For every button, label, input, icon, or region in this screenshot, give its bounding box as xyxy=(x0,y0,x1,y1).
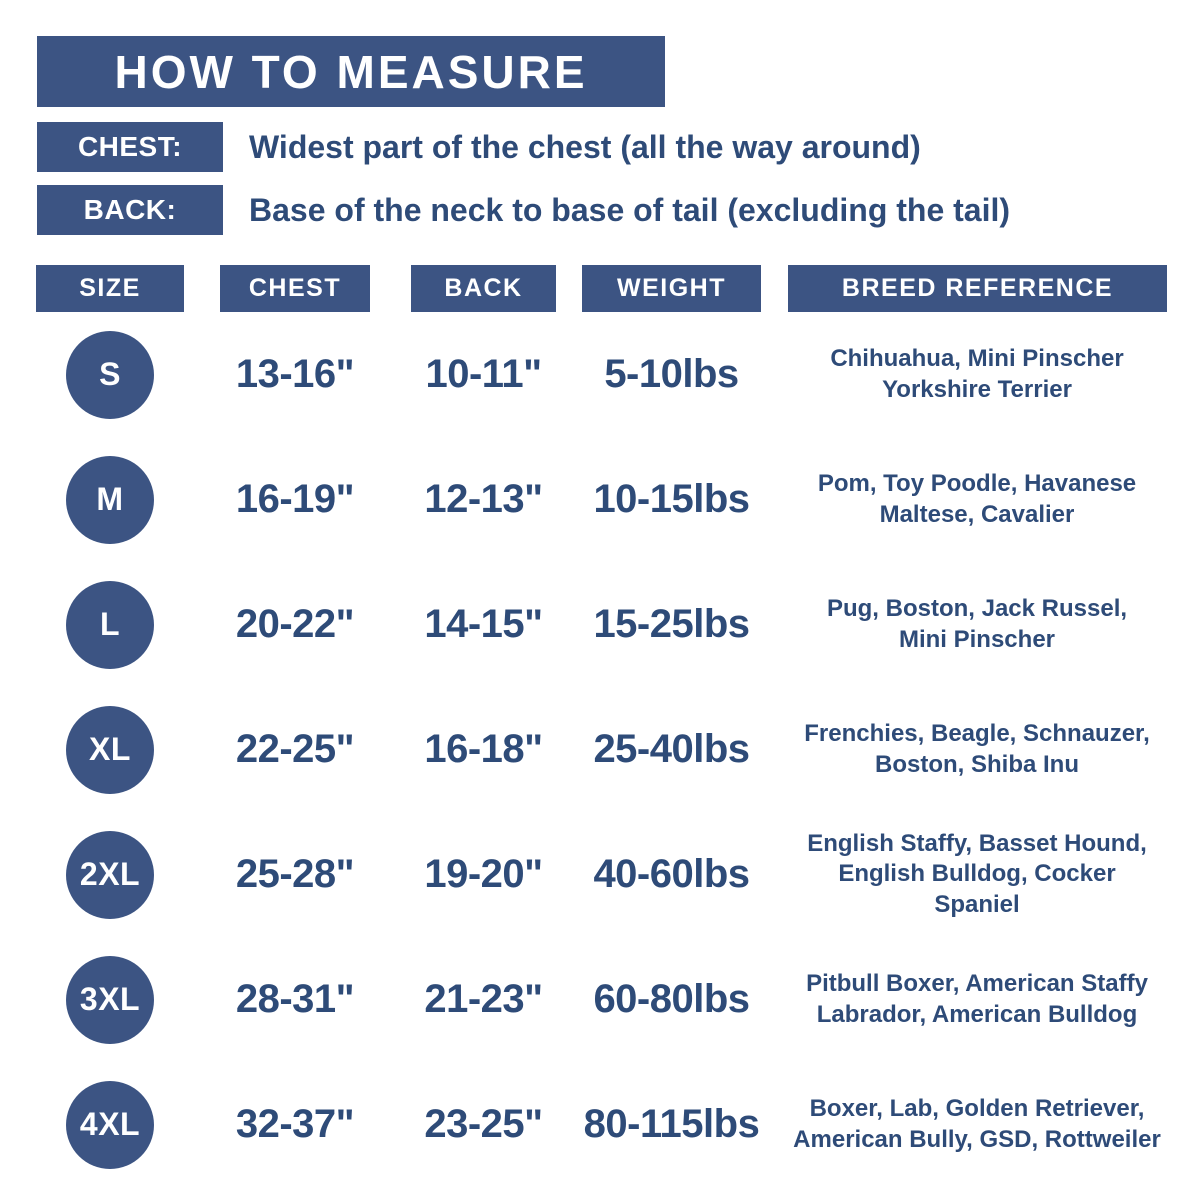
title-banner: HOW TO MEASURE xyxy=(37,36,665,107)
back-value: 10-11" xyxy=(425,352,542,396)
size-badge: 4XL xyxy=(66,1080,154,1169)
chest-guide-description: Widest part of the chest (all the way ar… xyxy=(249,128,921,165)
size-badge: 2XL xyxy=(66,830,154,919)
breed-reference-text: Pom, Toy Poodle, Havanese Maltese, Caval… xyxy=(817,470,1137,528)
size-badge: M xyxy=(66,455,154,544)
chest-value: 25-28" xyxy=(235,852,355,896)
size-badge: S xyxy=(66,330,154,419)
column-header-weight: WEIGHT xyxy=(582,265,761,312)
size-badge-label: M xyxy=(96,481,124,517)
chest-value: 28-31" xyxy=(235,977,355,1021)
chest-value: 20-22" xyxy=(235,602,355,646)
chest-value: 22-25" xyxy=(235,727,355,771)
column-header-back: BACK xyxy=(411,265,556,312)
chest-guide-label: CHEST: xyxy=(37,122,223,172)
back-guide-row: BACK: Base of the neck to base of tail (… xyxy=(37,185,1010,235)
size-badge: 3XL xyxy=(66,955,154,1044)
size-badge: L xyxy=(66,580,154,669)
back-guide-label: BACK: xyxy=(37,185,223,235)
column-header-breed-reference: BREED REFERENCE xyxy=(788,265,1167,312)
weight-value: 60-80lbs xyxy=(593,977,750,1021)
table-row-s: S 13-16" 10-11" 5-10lbs Chihuahua, Mini … xyxy=(0,312,1200,437)
weight-value: 15-25lbs xyxy=(593,602,750,646)
table-row-2xl: 2XL 25-28" 19-20" 40-60lbs English Staff… xyxy=(0,812,1200,937)
size-badge-label: XL xyxy=(89,731,131,767)
weight-value: 10-15lbs xyxy=(593,477,750,521)
weight-value: 25-40lbs xyxy=(593,727,750,771)
size-table-body: S 13-16" 10-11" 5-10lbs Chihuahua, Mini … xyxy=(0,312,1200,1187)
chest-value: 16-19" xyxy=(235,477,355,521)
size-badge-label: L xyxy=(99,606,121,642)
size-badge-label: 2XL xyxy=(79,856,141,892)
page-title: HOW TO MEASURE xyxy=(114,45,588,98)
breed-reference-text: Pug, Boston, Jack Russel, Mini Pinscher xyxy=(826,595,1128,653)
size-badge-label: S xyxy=(99,356,121,392)
table-row-xl: XL 22-25" 16-18" 25-40lbs Frenchies, Bea… xyxy=(0,687,1200,812)
table-row-m: M 16-19" 12-13" 10-15lbs Pom, Toy Poodle… xyxy=(0,437,1200,562)
back-value: 21-23" xyxy=(424,977,543,1021)
back-value: 16-18" xyxy=(424,727,543,771)
chest-value: 32-37" xyxy=(235,1102,355,1146)
column-header-chest: CHEST xyxy=(220,265,370,312)
size-badge-label: 4XL xyxy=(79,1106,141,1142)
size-badge-label: 3XL xyxy=(79,981,141,1017)
breed-reference-text: Frenchies, Beagle, Schnauzer, Boston, Sh… xyxy=(804,720,1150,778)
size-badge: XL xyxy=(66,705,154,794)
breed-reference-text: Chihuahua, Mini Pinscher Yorkshire Terri… xyxy=(830,345,1124,403)
column-header-size: SIZE xyxy=(36,265,184,312)
back-guide-description: Base of the neck to base of tail (exclud… xyxy=(249,191,1011,228)
table-row-4xl: 4XL 32-37" 23-25" 80-115lbs Boxer, Lab, … xyxy=(0,1062,1200,1187)
chest-value: 13-16" xyxy=(235,352,355,396)
table-row-l: L 20-22" 14-15" 15-25lbs Pug, Boston, Ja… xyxy=(0,562,1200,687)
breed-reference-text: English Staffy, Basset Hound, English Bu… xyxy=(807,829,1147,918)
back-value: 12-13" xyxy=(424,477,543,521)
back-value: 23-25" xyxy=(424,1102,543,1146)
chest-guide-row: CHEST: Widest part of the chest (all the… xyxy=(37,122,921,172)
breed-reference-text: Boxer, Lab, Golden Retriever, American B… xyxy=(793,1095,1161,1153)
table-row-3xl: 3XL 28-31" 21-23" 60-80lbs Pitbull Boxer… xyxy=(0,937,1200,1062)
weight-value: 5-10lbs xyxy=(604,352,739,396)
weight-value: 80-115lbs xyxy=(583,1102,760,1146)
breed-reference-text: Pitbull Boxer, American Staffy Labrador,… xyxy=(806,970,1148,1028)
back-value: 19-20" xyxy=(424,852,543,896)
weight-value: 40-60lbs xyxy=(593,852,750,896)
back-value: 14-15" xyxy=(424,602,543,646)
